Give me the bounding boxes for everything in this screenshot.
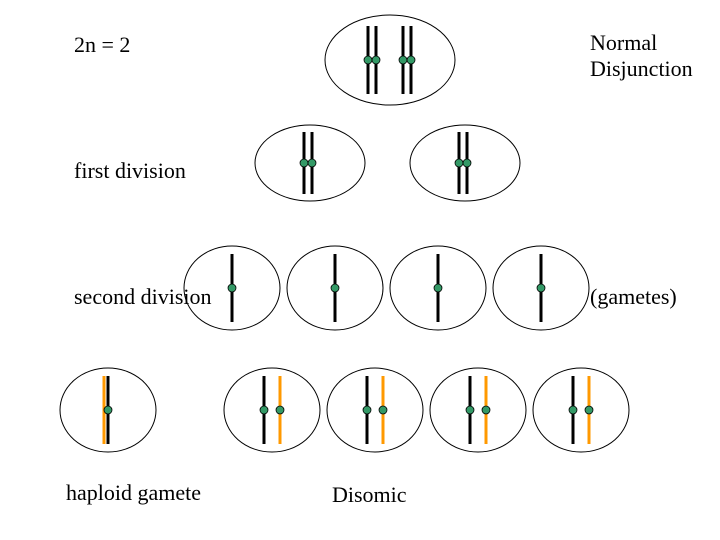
centromere-icon bbox=[308, 159, 316, 167]
disomic-3 bbox=[430, 368, 526, 452]
centromere-icon bbox=[260, 406, 268, 414]
centromere-icon bbox=[399, 56, 407, 64]
disomic-2 bbox=[327, 368, 423, 452]
centromere-icon bbox=[585, 406, 593, 414]
centromere-icon bbox=[379, 406, 387, 414]
centromere-icon bbox=[434, 284, 442, 292]
centromere-icon bbox=[364, 56, 372, 64]
centromere-icon bbox=[331, 284, 339, 292]
centromere-icon bbox=[228, 284, 236, 292]
centromere-icon bbox=[537, 284, 545, 292]
second-div-2 bbox=[287, 246, 383, 330]
second-div-3 bbox=[390, 246, 486, 330]
cell-membrane bbox=[430, 368, 526, 452]
haploid-gamete-cell bbox=[60, 368, 156, 452]
first-div-left bbox=[255, 125, 365, 201]
cell-membrane bbox=[327, 368, 423, 452]
centromere-icon bbox=[363, 406, 371, 414]
disomic-4 bbox=[533, 368, 629, 452]
second-div-4 bbox=[493, 246, 589, 330]
centromere-icon bbox=[372, 56, 380, 64]
disomic-1 bbox=[224, 368, 320, 452]
diagram-svg bbox=[0, 0, 720, 540]
centromere-icon bbox=[463, 159, 471, 167]
centromere-icon bbox=[455, 159, 463, 167]
centromere-icon bbox=[569, 406, 577, 414]
cell-membrane bbox=[325, 15, 455, 105]
centromere-icon bbox=[300, 159, 308, 167]
parent-cell bbox=[325, 15, 455, 105]
centromere-icon bbox=[482, 406, 490, 414]
centromere-icon bbox=[407, 56, 415, 64]
centromere-icon bbox=[104, 406, 112, 414]
first-div-right bbox=[410, 125, 520, 201]
centromere-icon bbox=[276, 406, 284, 414]
cell-membrane bbox=[224, 368, 320, 452]
second-div-1 bbox=[184, 246, 280, 330]
cell-membrane bbox=[533, 368, 629, 452]
centromere-icon bbox=[466, 406, 474, 414]
